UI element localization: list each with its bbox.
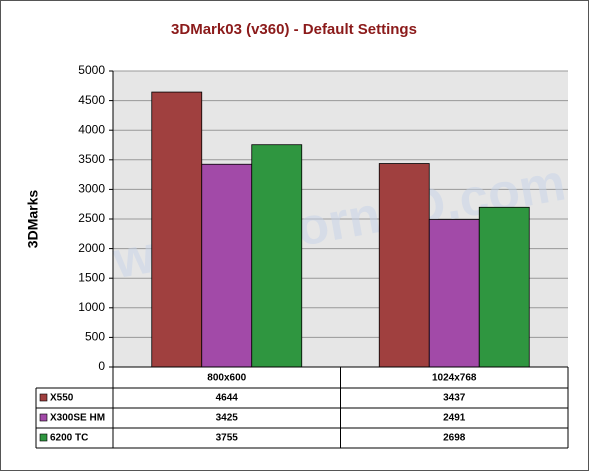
y-tick-label: 500 [85, 330, 105, 344]
legend-key [39, 393, 48, 402]
y-tick-label: 4500 [78, 93, 105, 107]
bar [428, 219, 480, 368]
y-tick-label: 3000 [78, 182, 105, 196]
y-tick-label: 5000 [78, 63, 105, 77]
legend-key [39, 413, 48, 422]
legend-key [39, 433, 48, 442]
y-tick-label: 3500 [78, 152, 105, 166]
x-tick-label: 1024x768 [432, 373, 477, 384]
bar [378, 163, 430, 368]
chart-title: 3DMark03 (v360) - Default Settings [171, 21, 417, 38]
bar [151, 91, 203, 368]
bar [478, 206, 530, 368]
y-axis-label: 3DMarks [25, 190, 41, 249]
y-tick-label: 1000 [78, 300, 105, 314]
table-value: 3755 [216, 433, 239, 444]
legend-label: 6200 TC [50, 433, 88, 444]
y-tick-label: 4000 [78, 122, 105, 136]
x-tick-label: 800x600 [207, 373, 246, 384]
y-tick-label: 2000 [78, 241, 105, 255]
table-value: 4644 [216, 393, 239, 404]
table-value: 3425 [216, 413, 239, 424]
y-tick-label: 1500 [78, 270, 105, 284]
y-tick-label: 0 [98, 359, 105, 373]
table-value: 3437 [443, 393, 466, 404]
bar [251, 144, 303, 368]
y-tick-label: 2500 [78, 211, 105, 225]
bar [201, 163, 253, 368]
table-value: 2698 [443, 433, 466, 444]
legend-label: X300SE HM [50, 413, 105, 424]
table-value: 2491 [443, 413, 466, 424]
legend-label: X550 [50, 393, 74, 404]
